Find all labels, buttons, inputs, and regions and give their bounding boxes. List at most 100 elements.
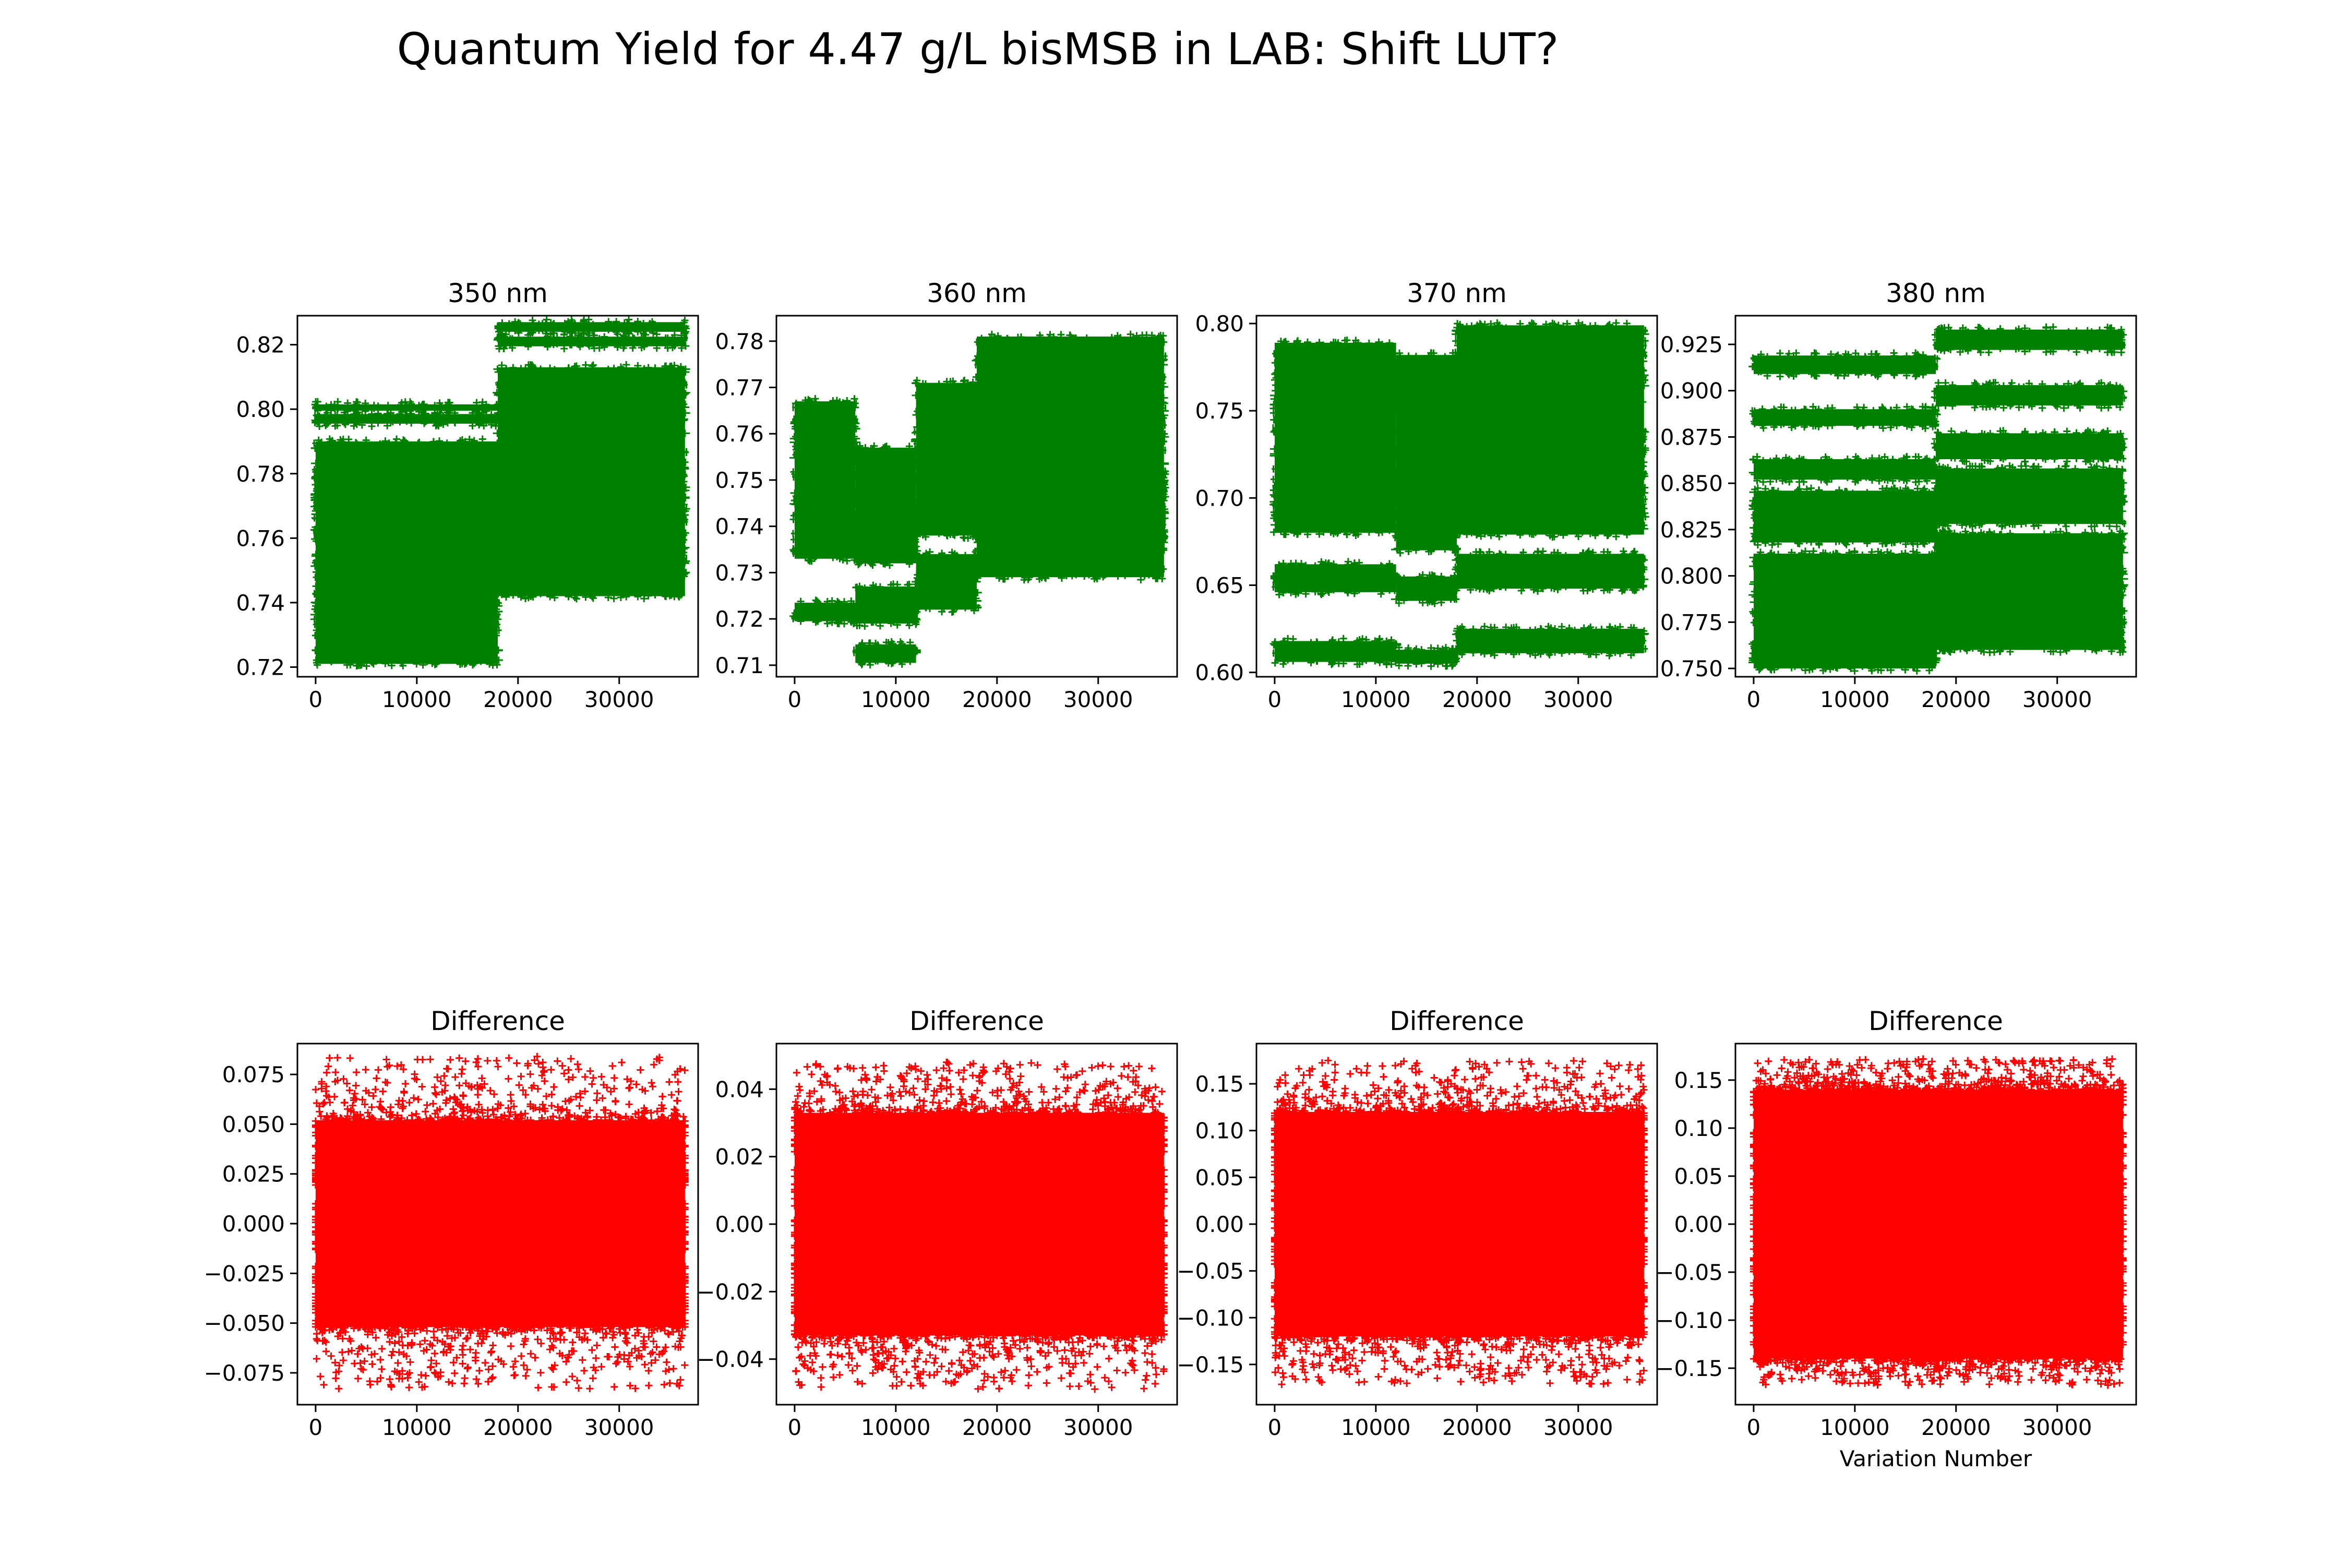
y-tick-label: 0.77 <box>715 375 764 401</box>
subplot-8: Difference 0 10000 20000 30000 −0.15 −0.10 −0.0… <box>1656 1006 2137 1471</box>
x-tick-label: 0 <box>309 1415 323 1440</box>
y-tick-label: −0.075 <box>204 1360 285 1386</box>
data-band-edge-5 <box>493 361 690 603</box>
x-tick-label: 0 <box>1268 687 1282 712</box>
y-tick-label: 0.075 <box>222 1062 285 1087</box>
data-band-1 <box>1753 554 1936 669</box>
difference-outliers <box>1271 1057 1648 1388</box>
y-tick-label: 0.80 <box>236 397 285 422</box>
y-tick-label: 0.72 <box>236 654 285 680</box>
data-band-edge-1 <box>1748 547 1941 675</box>
y-tick-label: 0.00 <box>715 1212 764 1237</box>
axes-frame <box>1734 315 2137 678</box>
y-tick-label: −0.05 <box>1656 1260 1723 1285</box>
subplot-2: 360 nm 0 10000 20000 30000 0.71 0.72 0.73 0.74 0.… <box>715 278 1178 712</box>
data-band-edge-2 <box>789 596 860 628</box>
subplot-title: Difference <box>909 1006 1044 1036</box>
data-band-4 <box>1396 355 1457 550</box>
y-tick-label: 0.025 <box>222 1162 285 1187</box>
y-tick-label: −0.10 <box>1177 1305 1244 1331</box>
y-tick-label: 0.74 <box>236 590 285 616</box>
x-tick-label: 10000 <box>861 687 931 712</box>
data-band-6 <box>916 382 977 536</box>
series-markers <box>1271 1057 1648 1388</box>
x-tick-label: 10000 <box>382 1415 452 1440</box>
data-band-3 <box>855 447 916 564</box>
series-markers <box>1750 1055 2127 1389</box>
x-tick-label: 30000 <box>1543 687 1613 712</box>
data-band-8 <box>1936 433 2123 460</box>
x-tick-label: 0 <box>788 687 802 712</box>
x-tick-label: 20000 <box>1921 687 1991 712</box>
subplot-title: 360 nm <box>927 278 1027 308</box>
data-band-edge-7 <box>494 316 690 338</box>
data-band-edge-4 <box>311 398 501 417</box>
data-band-edge-2 <box>1270 558 1401 599</box>
data-band-2 <box>794 603 856 621</box>
y-tick-label: 0.800 <box>1660 564 1723 589</box>
subplot-1: 350 nm 0 10000 20000 30000 0.72 0.74 0.76 0.78 0.… <box>236 278 699 712</box>
x-tick-label: 20000 <box>483 687 553 712</box>
data-band-edge-5 <box>1748 349 1941 380</box>
y-tick-label: −0.04 <box>697 1347 764 1372</box>
data-band-edge-5 <box>852 638 921 669</box>
difference-core <box>794 1112 1164 1336</box>
y-tick-label: 0.00 <box>1195 1212 1244 1237</box>
y-tick-label: 0.78 <box>715 329 764 354</box>
x-tick-label: 0 <box>788 1415 802 1440</box>
x-tick-label: 10000 <box>382 687 452 712</box>
data-band-edge-6 <box>1931 527 2128 656</box>
x-tick-label: 30000 <box>1063 1415 1133 1440</box>
difference-outliers <box>312 1052 689 1393</box>
y-tick-label: 0.70 <box>1195 485 1244 511</box>
y-tick-label: 0.750 <box>1660 656 1723 681</box>
subplot-title: Difference <box>1389 1006 1524 1036</box>
series-markers <box>1748 323 2128 675</box>
data-band-edge-6 <box>1391 643 1460 670</box>
subplot-title: Difference <box>1868 1006 2003 1036</box>
x-axis-label: Variation Number <box>1840 1446 2032 1471</box>
x-tick-label: 0 <box>309 687 323 712</box>
series-markers <box>790 1058 1168 1393</box>
data-band-edge-9 <box>1931 379 2127 412</box>
y-tick-label: 0.00 <box>1674 1212 1723 1237</box>
y-tick-label: 0.875 <box>1660 424 1723 450</box>
y-tick-label: 0.900 <box>1660 378 1723 404</box>
subplot-title: 370 nm <box>1407 278 1507 308</box>
data-band-edge-3 <box>1748 453 1940 486</box>
data-band-edge-4 <box>1749 403 1941 432</box>
data-band-edge-7 <box>1931 462 2128 531</box>
subplots: 350 nm 0 10000 20000 30000 0.72 0.74 0.76 0.78 0.… <box>204 278 2137 1471</box>
data-band-6 <box>1936 533 2123 650</box>
y-tick-label: 0.80 <box>1195 311 1244 337</box>
y-tick-label: 0.65 <box>1195 572 1244 598</box>
data-band-2 <box>315 441 498 538</box>
data-band-3 <box>1274 641 1396 662</box>
x-tick-label: 0 <box>1747 687 1761 712</box>
data-band-1 <box>1274 342 1396 533</box>
data-band-edge-7 <box>911 548 982 616</box>
data-band-5 <box>1396 576 1457 601</box>
subplot-5: Difference 0 10000 20000 30000 −0.075 −0.050 −0… <box>204 1006 699 1440</box>
axes-frame <box>775 315 1178 678</box>
y-tick-label: −0.15 <box>1656 1356 1723 1381</box>
y-tick-label: −0.10 <box>1656 1308 1723 1333</box>
x-tick-label: 30000 <box>2022 687 2092 712</box>
subplot-title: 380 nm <box>1886 278 1986 308</box>
axes-frame <box>1255 315 1658 678</box>
data-band-edge-10 <box>1932 323 2127 356</box>
subplot-title: Difference <box>430 1006 565 1036</box>
y-tick-label: 0.73 <box>715 560 764 585</box>
x-tick-label: 30000 <box>2022 1415 2092 1440</box>
data-band-7 <box>916 554 977 610</box>
subplot-3: 370 nm 0 10000 20000 30000 0.60 0.65 0.70 0.75 0.… <box>1195 278 1658 712</box>
y-tick-label: 0.15 <box>1195 1071 1244 1097</box>
y-tick-label: 0.60 <box>1195 660 1244 686</box>
data-band-edge-2 <box>310 435 503 545</box>
x-tick-label: 20000 <box>962 687 1032 712</box>
data-band-edge-9 <box>1452 623 1649 660</box>
subplot-6: Difference 0 10000 20000 30000 −0.04 −0.02 0.00… <box>697 1006 1178 1440</box>
data-band-7 <box>1936 468 2123 524</box>
